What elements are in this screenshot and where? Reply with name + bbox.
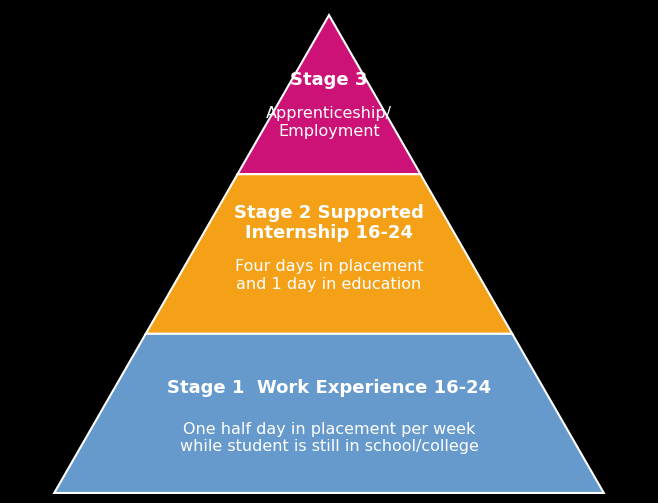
- Text: Stage 3: Stage 3: [290, 70, 368, 89]
- Polygon shape: [54, 334, 604, 493]
- Polygon shape: [145, 174, 513, 334]
- Text: One half day in placement per week
while student is still in school/college: One half day in placement per week while…: [180, 422, 478, 454]
- Text: Apprenticeship/
Employment: Apprenticeship/ Employment: [266, 107, 392, 139]
- Polygon shape: [238, 15, 420, 174]
- Text: Four days in placement
and 1 day in education: Four days in placement and 1 day in educ…: [235, 260, 423, 292]
- Text: Stage 2 Supported
Internship 16-24: Stage 2 Supported Internship 16-24: [234, 204, 424, 242]
- Text: Stage 1  Work Experience 16-24: Stage 1 Work Experience 16-24: [167, 379, 491, 397]
